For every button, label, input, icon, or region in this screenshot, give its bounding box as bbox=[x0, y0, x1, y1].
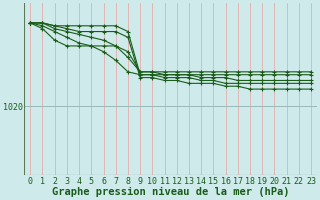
X-axis label: Graphe pression niveau de la mer (hPa): Graphe pression niveau de la mer (hPa) bbox=[52, 187, 290, 197]
